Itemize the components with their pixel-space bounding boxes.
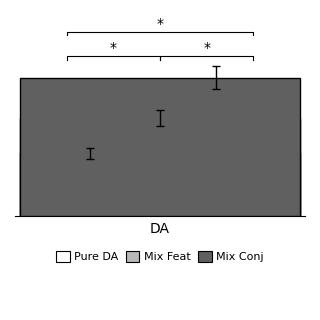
X-axis label: DA: DA bbox=[150, 221, 170, 236]
Bar bbox=[20, 77, 300, 216]
Text: *: * bbox=[110, 41, 117, 55]
Bar bbox=[20, 118, 300, 216]
Text: *: * bbox=[156, 17, 164, 31]
Legend: Pure DA, Mix Feat, Mix Conj: Pure DA, Mix Feat, Mix Conj bbox=[52, 246, 268, 267]
Text: *: * bbox=[203, 41, 210, 55]
Bar bbox=[20, 154, 300, 216]
